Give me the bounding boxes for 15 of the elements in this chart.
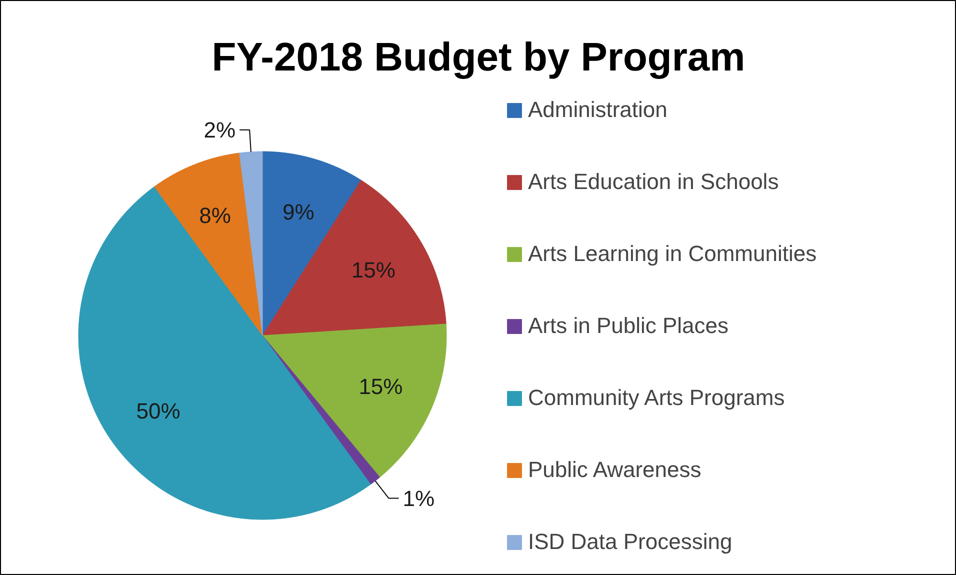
legend-label: Arts Education in Schools (528, 169, 779, 195)
data-label: 2% (204, 117, 236, 142)
legend-label: ISD Data Processing (528, 529, 732, 555)
legend-label: Community Arts Programs (528, 385, 785, 411)
data-label: 15% (358, 374, 403, 400)
data-label: 1% (402, 486, 435, 511)
legend-label: Arts in Public Places (528, 313, 729, 339)
legend-label: Public Awareness (528, 457, 702, 483)
chart-title: FY-2018 Budget by Program (212, 36, 746, 80)
data-label: 9% (282, 199, 314, 224)
legend-label: Arts Learning in Communities (528, 241, 817, 267)
data-label: 50% (136, 398, 180, 424)
data-label: 8% (199, 203, 231, 228)
legend-label: Administration (528, 97, 668, 123)
data-label: 15% (351, 257, 396, 282)
